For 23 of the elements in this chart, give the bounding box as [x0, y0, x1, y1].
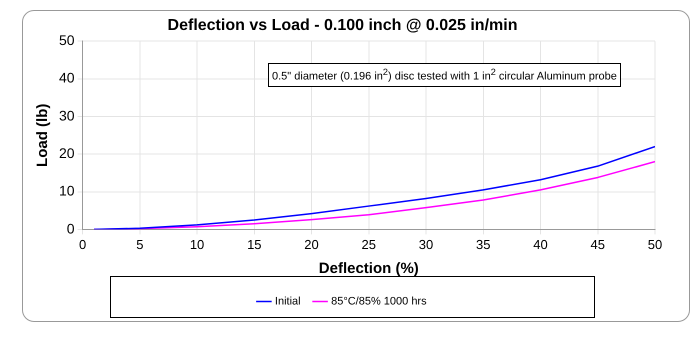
x-tick-label: 30 [418, 236, 434, 252]
x-tick-label: 45 [590, 236, 605, 252]
y-tick-label: 10 [58, 182, 75, 199]
x-tick-label: 35 [476, 236, 491, 252]
x-tick-label: 20 [304, 236, 319, 252]
legend-label: Initial [274, 296, 301, 308]
chart-title: Deflection vs Load - 0.100 inch @ 0.025 in/min [168, 17, 518, 34]
y-tick-label: 20 [58, 144, 75, 161]
annotation: 0.5" diameter (0.196 in$^{2}$) disc tested with 1 in$^{2}$ circular Aluminum probe [268, 63, 621, 87]
x-tick-label: 5 [136, 236, 144, 252]
y-tick-label: 50 [58, 32, 75, 48]
x-tick-label: 0 [78, 236, 86, 252]
x-tick-label: 25 [362, 236, 376, 252]
y-tick-label: 0 [66, 220, 75, 236]
x-tick-label: 10 [190, 236, 204, 252]
x-tick-label: 50 [648, 236, 662, 252]
y-tick-label: 30 [58, 107, 75, 124]
x-tick-label: 15 [247, 236, 262, 252]
y-tick-label: 40 [58, 70, 75, 86]
legend-label: 85°C/85% 1000 hrs [331, 296, 428, 308]
y-axis-title: Load (lb) [34, 104, 52, 167]
x-tick-label: 40 [533, 236, 548, 252]
x-axis-title: Deflection (%) [318, 260, 419, 278]
